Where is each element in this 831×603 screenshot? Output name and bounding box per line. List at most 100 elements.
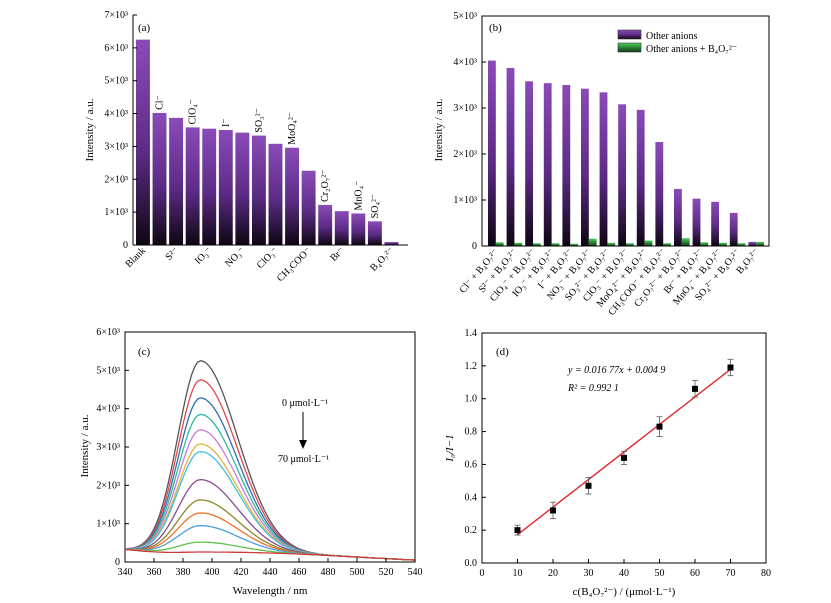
panel-d-x-tick-label: 10 [513,568,523,579]
panel-d-y-tick-label: 1.4 [465,328,478,339]
panel-b-bar [674,188,682,246]
panel-b-y-tick-label: 3×10³ [453,103,477,114]
panel-a-bar [185,127,200,245]
panel-a-bar [268,143,283,245]
panel-c-y-tick-label: 4×10³ [96,404,120,415]
panel-a-bar [169,117,184,245]
panel-b-bar [700,242,709,246]
panel-a-y-tick-label: 1×10³ [104,207,128,218]
panel-b-bar [570,243,579,246]
panel-b-bar [533,243,541,246]
panel-d-x-tick-label: 80 [761,568,771,579]
panel-a-bar [285,147,300,245]
panel-c-y-axis-label: Intensity / a.u. [79,414,91,477]
panel-b-bar [692,198,701,246]
panel-c-y-tick-label: 6×10³ [96,327,120,338]
panel-a-bar-label: SO₄²⁻ [370,194,381,219]
panel-a-bar [334,211,349,245]
panel-d-data-point [514,527,521,534]
panel-c-x-tick-label: 420 [234,567,249,578]
panel-d-x-tick-label: 0 [480,568,485,579]
panel-b-bars [488,60,765,247]
panel-b-bar [644,240,653,246]
panel-d-y-axis-label: I₀/I−1 [444,434,456,462]
panel-a-category-label: B₄O₇²⁻ [368,245,396,273]
panel-d-x-tick-label: 50 [655,568,665,579]
panel-b-bar [488,60,496,247]
panel-a-bar-label: Cr₂O₇²⁻ [320,169,331,201]
panel-d-data-point [621,454,627,461]
panel-c-x-tick-label: 440 [263,567,278,578]
panel-c-y-tick-label: 2×10³ [96,480,120,491]
panel-c-y-ticks: 0 1×10³ 2×10³ 3×10³ 4×10³ 5×10³ 6×10³ [96,327,129,568]
panel-a-y-tick-label: 6×10³ [104,43,128,54]
panel-c-x-tick-label: 400 [205,567,220,578]
panel-a-y-axis-label: Intensity / a.u. [84,98,96,161]
panel-a-y-tick-label: 4×10³ [104,109,128,120]
panel-a-category-label: S²⁻ [164,245,182,263]
panel-a-y-tick-label: 0 [123,240,128,251]
panel-a-bar [218,130,233,245]
panel-c-annotation-start: 0 μmol·L⁻¹ [282,398,328,409]
panel-a-bar [351,213,366,245]
panel-b-bar [711,201,720,246]
panel-a-bar-label: MnO₄⁻ [353,181,364,211]
panel-b-bar [543,83,552,246]
panel-a-bar [301,170,316,245]
panel-b-bar [737,243,746,246]
panel-b-bar [618,104,627,246]
panel-b-bar [581,88,589,247]
panel-d-data-point [692,385,698,392]
panel-b-bar [506,67,515,246]
panel-d-x-ticks: 0 10 20 30 40 50 60 70 80 [480,559,771,579]
panel-d-y-tick-label: 0.6 [465,459,478,470]
panel-c-y-tick-label: 3×10³ [96,442,120,453]
panel-c-x-axis-label: Wavelength / nm [233,585,308,597]
panel-b-bar [636,109,645,246]
panel-b-y-tick-label: 2×10³ [453,149,477,160]
panel-a-bar [384,242,399,245]
panel-c-x-tick-label: 460 [292,567,307,578]
panel-d: (d) 0.0 0.2 0.4 0.6 0.8 1.0 1.2 1.4 0 10 20 30 40 50… [444,328,771,598]
panel-b-bar [729,212,738,246]
panel-c-annotation-end: 70 μmol·L⁻¹ [278,454,329,465]
panel-b-bar [607,242,616,246]
panel-a-bar [152,112,167,246]
panel-a-bar-label: SO₃²⁻ [254,108,265,133]
panel-c-x-tick-label: 360 [147,567,162,578]
panel-a-bar-label: Cl⁻ [155,95,166,110]
panel-b-bar [525,81,534,246]
panel-a-bar-label: I⁻ [221,118,232,127]
panel-d-x-tick-label: 20 [548,568,558,579]
panel-a-bar [235,132,250,245]
panel-b-frame [481,15,770,247]
panel-a-y-ticks: 0 1×10³ 2×10³ 3×10³ 4×10³ 5×10³ 6×10³ 7×10³ [104,10,137,251]
panel-a-y-tick-label: 7×10³ [104,10,128,21]
legend-label-other-anions: Other anions [646,31,697,42]
panel-d-r-squared: R² = 0.992 1 [567,383,619,394]
panel-c-spectrum-line [124,548,416,561]
panel-b-bar [681,238,690,246]
panel-c-x-tick-label: 540 [408,567,423,578]
panel-d-x-tick-label: 30 [584,568,594,579]
panel-c-x-tick-label: 480 [321,567,336,578]
panel-d-y-tick-label: 0.0 [465,558,478,569]
panel-d-x-tick-label: 70 [726,568,736,579]
panel-d-data-point [656,423,663,430]
panel-b-y-tick-label: 5×10³ [453,11,477,22]
panel-d-y-tick-label: 0.2 [465,525,478,536]
panel-a-category-label: ClO₃⁻ [255,245,281,271]
panel-b-bar [599,92,608,246]
panel-c-arrow-head [299,440,307,449]
panel-b-y-ticks: 0 1×10³ 2×10³ 3×10³ 4×10³ 5×10³ [453,11,486,252]
panel-c-label: (c) [138,346,151,358]
panel-d-label: (d) [496,346,509,358]
panel-a-y-tick-label: 5×10³ [104,76,128,87]
panel-b-category-labels: Cl⁻ + B₄O₇²⁻S²⁻ + B₄O₇²⁻ClO₄⁻ + B₄O₇²⁻IO… [458,247,762,318]
panel-b-y-tick-label: 0 [472,241,477,252]
panel-c-y-tick-label: 0 [115,557,120,568]
panel-a-bar [318,204,333,245]
panel-b: (b) 0 1×10³ 2×10³ 3×10³ 4×10³ 5×10³ Cl⁻ + B₄O… [433,11,770,318]
